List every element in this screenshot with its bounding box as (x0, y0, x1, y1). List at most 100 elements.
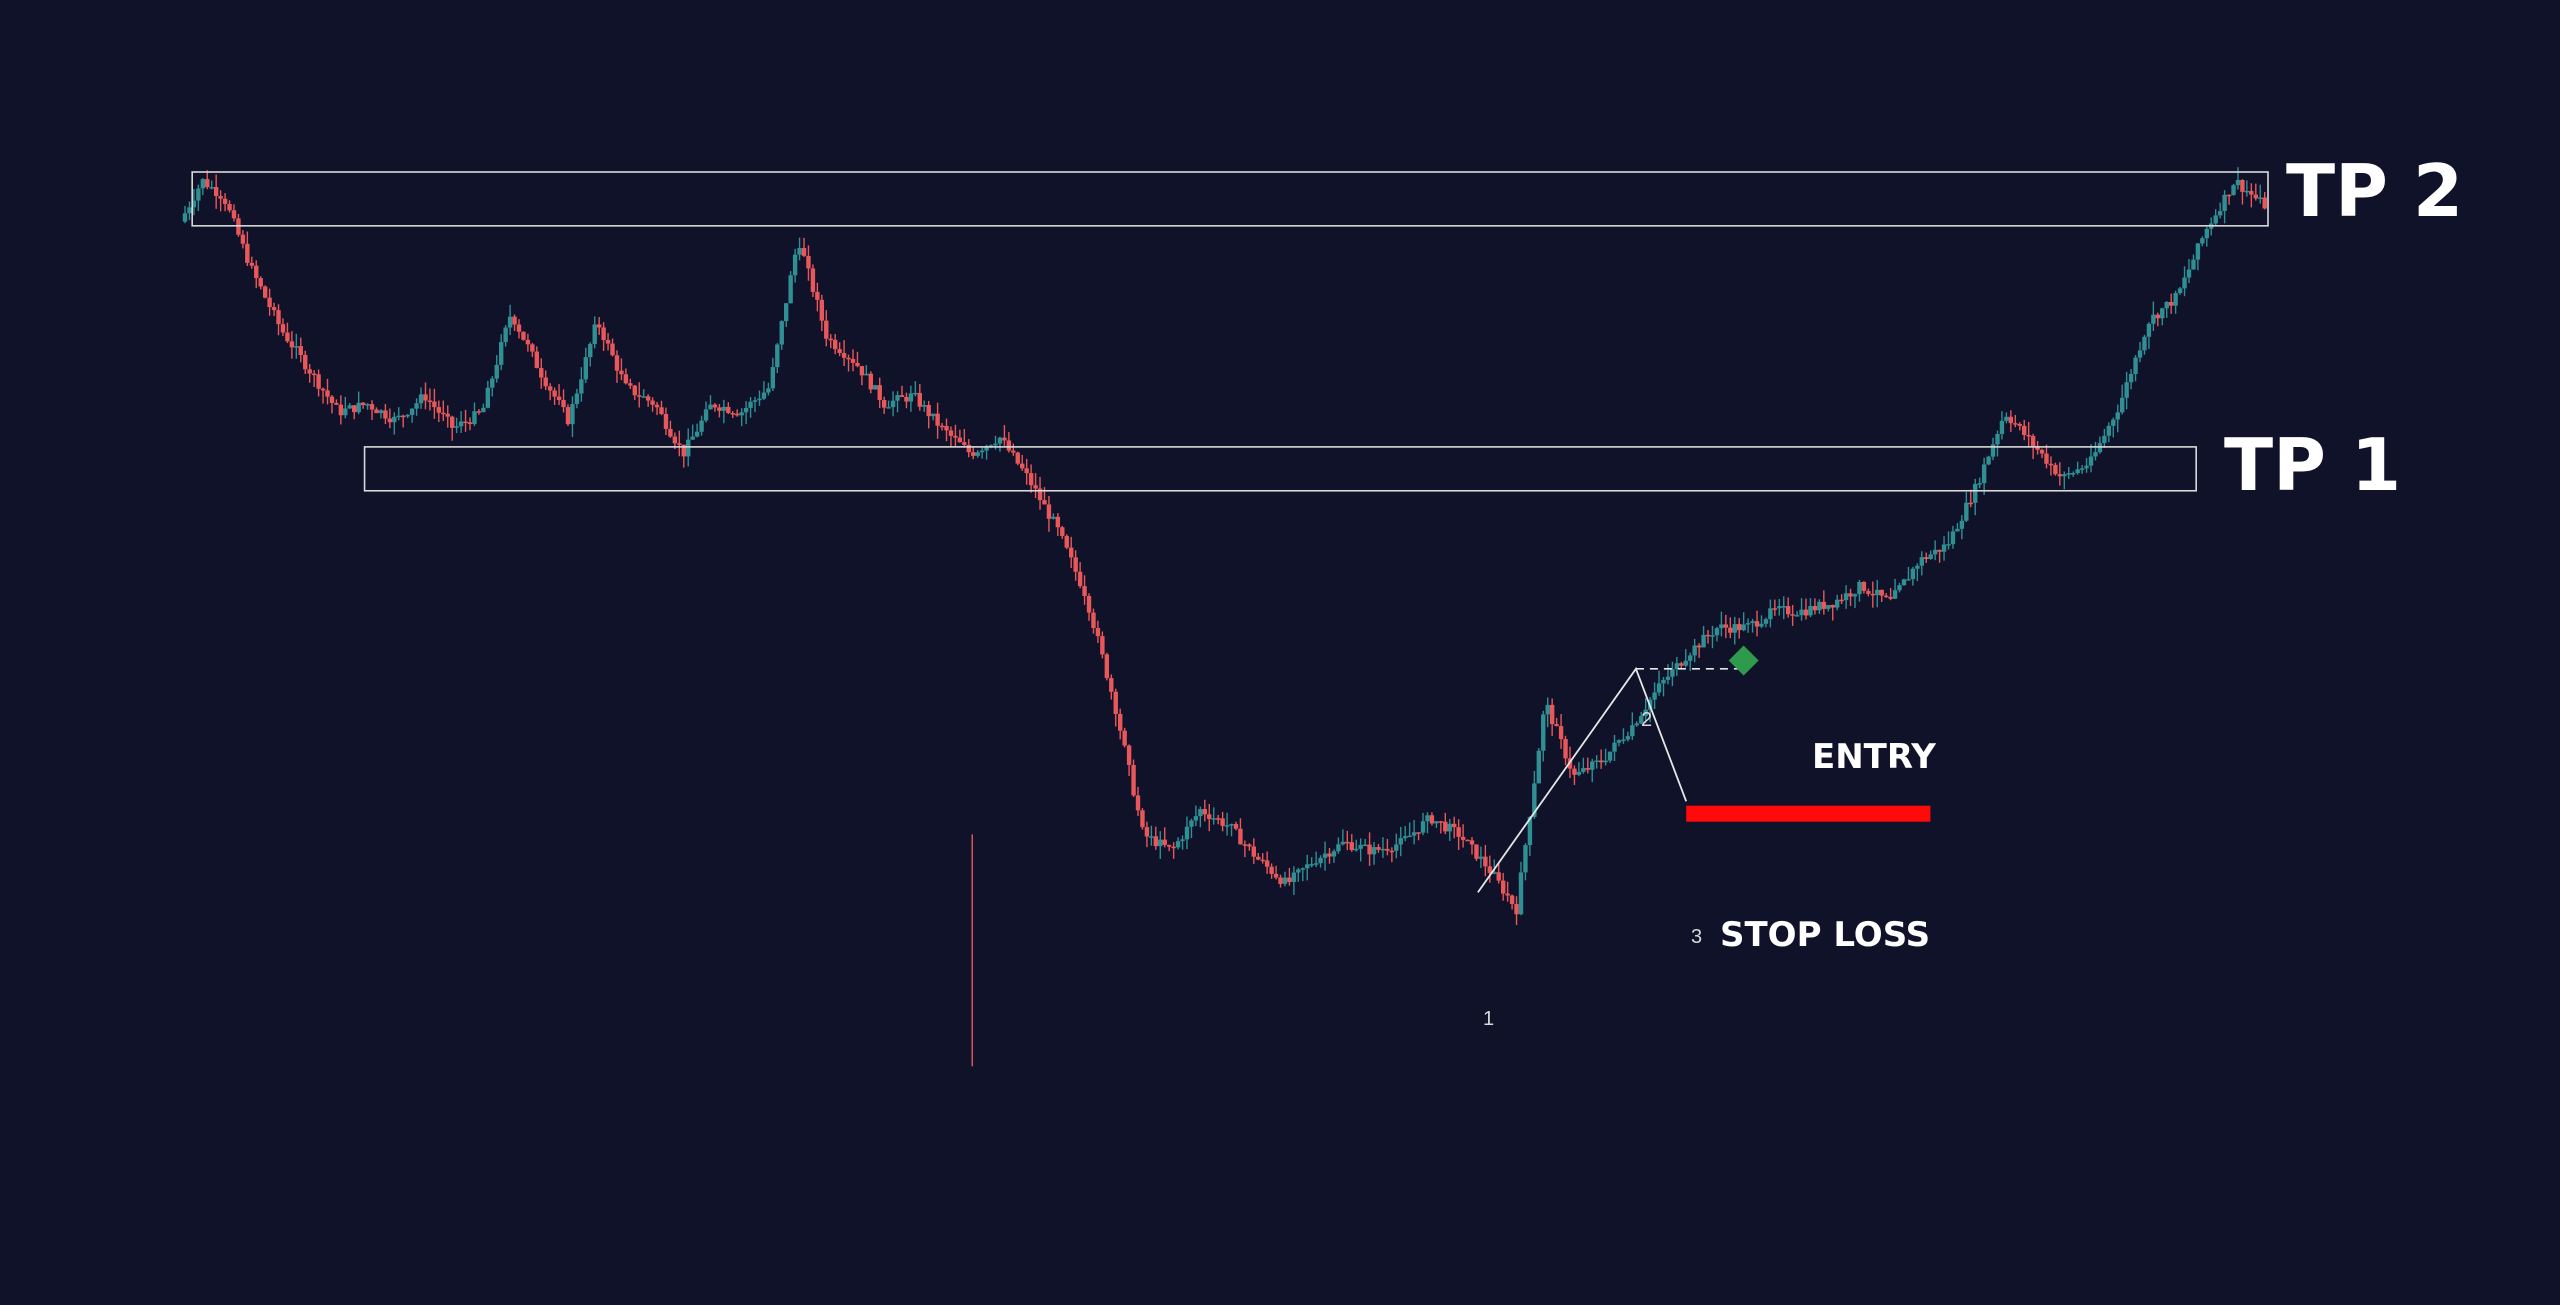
candle-body (1955, 528, 1960, 532)
candle-body (1496, 872, 1501, 881)
candle-body (1919, 557, 1924, 566)
candle-body (1794, 615, 1800, 617)
candle-body (2195, 243, 2201, 260)
candle-body (2151, 314, 2156, 324)
candle-body (2026, 434, 2031, 437)
candle-body (1973, 483, 1978, 503)
candle-body (1581, 768, 1586, 772)
candle-body (2186, 269, 2192, 278)
candle-body (1625, 736, 1631, 740)
candle-body (249, 262, 254, 266)
candle-body (2262, 197, 2267, 209)
candle-body (343, 408, 348, 416)
candle-body (605, 340, 611, 344)
candle-body (552, 390, 557, 397)
candle-body (2164, 301, 2169, 309)
candle-body (1126, 745, 1132, 765)
candle-body (209, 187, 214, 189)
candle-body (374, 409, 379, 414)
candle-body (2249, 190, 2254, 195)
candle-body (1322, 853, 1328, 858)
candle-body (1242, 844, 1248, 846)
candle-body (1403, 836, 1408, 839)
candle-body (1456, 827, 1461, 837)
candle-body (467, 422, 473, 425)
candle-body (596, 324, 602, 328)
candle-body (592, 324, 597, 344)
candle-body (227, 203, 232, 211)
candle-body (1073, 557, 1078, 572)
candle-body (1251, 846, 1256, 857)
candle-body (1331, 851, 1337, 857)
candle-body (463, 421, 468, 424)
candle-body (1313, 863, 1319, 865)
candle-body (2222, 194, 2227, 212)
candle-body (2053, 464, 2058, 475)
candle-body (1202, 809, 1208, 815)
candle-body (1247, 844, 1252, 847)
candle-body (1558, 726, 1564, 740)
candle-body (628, 383, 633, 386)
candle-body (761, 392, 767, 399)
candle-body (886, 407, 891, 409)
candle-body (632, 385, 637, 396)
candle-body (1621, 739, 1626, 742)
candle-body (1131, 764, 1136, 796)
candle-body (2075, 469, 2080, 474)
candle-body (1910, 568, 1916, 580)
candle-body (320, 388, 326, 391)
candle-body (1594, 760, 1599, 762)
candle-body (1460, 836, 1466, 840)
candle-body (864, 373, 869, 376)
candle-body (432, 401, 437, 408)
candle-body (303, 354, 308, 370)
candle-body (2240, 179, 2245, 192)
candle-body (922, 405, 927, 407)
candle-body (512, 316, 517, 325)
candle-body (1732, 624, 1737, 633)
candle-body (1790, 614, 1795, 616)
candle-body (1950, 531, 1956, 545)
candle-body (298, 346, 303, 355)
candle-body (815, 291, 820, 300)
candle-body (1345, 841, 1350, 844)
candle-body (1857, 581, 1862, 595)
candle-body (1100, 636, 1105, 655)
candle-body (521, 331, 526, 340)
candle-body (1411, 832, 1417, 836)
candle-body (659, 407, 664, 415)
candle-body (556, 396, 562, 401)
candle-body (1420, 821, 1426, 833)
candle-body (721, 406, 727, 411)
candle-body (240, 234, 246, 244)
candle-body (1109, 678, 1114, 692)
candle-body (828, 338, 833, 341)
candle-body (1278, 877, 1283, 884)
candle-body (1785, 606, 1791, 615)
candle-body (1215, 818, 1221, 820)
candle-body (1500, 880, 1506, 894)
candle-body (686, 439, 691, 457)
candle-body (1959, 520, 1965, 529)
candle-body (1906, 579, 1911, 581)
candle-body (1986, 456, 1991, 465)
candle-body (810, 268, 816, 292)
candle-body (1189, 820, 1194, 827)
candle-body (329, 396, 335, 403)
candle-body (2039, 449, 2045, 454)
candle-body (1549, 704, 1555, 725)
candle-body (1852, 594, 1858, 597)
candle-body (1661, 679, 1666, 684)
candle-body (1839, 599, 1844, 602)
candle-body (525, 339, 531, 345)
candle-body (565, 407, 571, 425)
candle-body (1193, 816, 1199, 821)
candle-body (2244, 190, 2250, 193)
candle-body (832, 339, 838, 350)
candle-body (2155, 314, 2161, 319)
candle-body (1705, 634, 1711, 637)
candle-body (1808, 606, 1813, 616)
trade-annotations (1635, 645, 1931, 822)
candle-body (1389, 850, 1395, 853)
candle-body (2226, 194, 2232, 197)
